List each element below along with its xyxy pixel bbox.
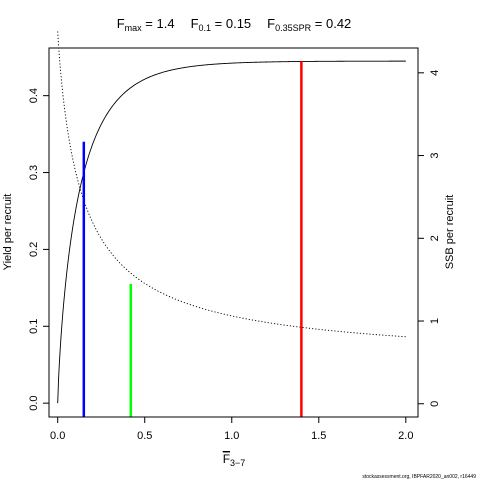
title-fmax-sub: max — [125, 23, 143, 33]
y-right-tick-label: 1 — [429, 318, 441, 324]
footnote: stockassessment.org, IBPFAR2020_an002, r… — [362, 474, 476, 480]
y-right-tick-label: 2 — [429, 235, 441, 241]
y-left-axis-label: Yield per recruit — [2, 194, 14, 271]
y-left-tick-label: 0.2 — [28, 242, 40, 257]
plot-frame — [48, 47, 419, 418]
x-axis-label: F3−7 — [223, 452, 246, 468]
y-left-tick-label: 0.1 — [28, 319, 40, 334]
x-axis: 0.0 0.5 1.0 1.5 2.0 — [50, 416, 413, 442]
title-fspr-sub: 0.35SPR — [275, 23, 312, 33]
x-tick-label: 2.0 — [398, 430, 413, 442]
y-right-axis: 0 1 2 3 4 — [417, 70, 441, 407]
y-right-tick-label: 4 — [429, 70, 441, 76]
y-left-tick-label: 0.3 — [28, 165, 40, 180]
title-f01-symbol: F — [191, 16, 199, 31]
y-left-axis: 0.0 0.1 0.2 0.3 0.4 — [28, 88, 50, 411]
y-right-tick-label: 3 — [429, 152, 441, 158]
ssb-per-recruit-curve — [57, 31, 406, 338]
title-fspr-symbol: F — [267, 16, 275, 31]
title-f01-sub: 0.1 — [199, 23, 212, 33]
chart-title: Fmax = 1.4 F0.1 = 0.15 F0.35SPR = 0.42 — [117, 16, 352, 33]
title-fmax-symbol: F — [117, 16, 125, 31]
y-right-tick-label: 0 — [429, 401, 441, 407]
y-left-tick-label: 0.4 — [28, 88, 40, 103]
y-left-tick-label: 0.0 — [28, 396, 40, 411]
x-tick-label: 0.5 — [137, 430, 152, 442]
y-right-axis-label: SSB per recruit — [444, 195, 456, 270]
x-axis-label-symbol: F — [223, 452, 230, 466]
yield-per-recruit-curve — [57, 60, 406, 404]
title-f01-value: 0.15 — [226, 16, 251, 31]
x-tick-label: 1.5 — [311, 430, 326, 442]
x-tick-label: 0.0 — [50, 430, 65, 442]
x-tick-label: 1.0 — [224, 430, 239, 442]
x-axis-label-sub: 3−7 — [230, 458, 245, 468]
title-fmax-value: 1.4 — [156, 16, 174, 31]
title-fspr-value: 0.42 — [326, 16, 351, 31]
